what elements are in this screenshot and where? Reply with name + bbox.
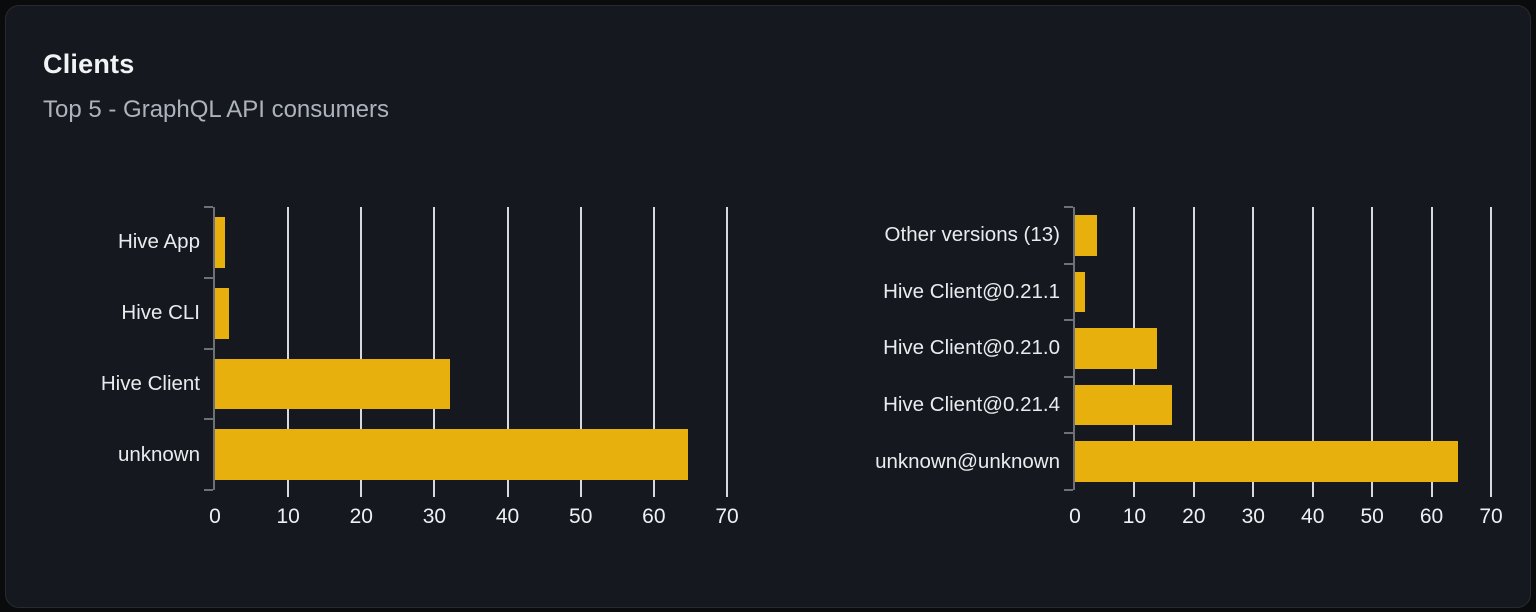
bar-other-versions-13[interactable] <box>1075 215 1097 256</box>
bar-unknown-unknown[interactable] <box>1075 441 1458 482</box>
x-tick-label-40: 40 <box>495 505 520 528</box>
category-label-hive-client: Hive Client <box>100 371 200 395</box>
x-tick-label-40: 40 <box>1301 505 1325 528</box>
axis-tick <box>204 277 213 279</box>
gridline-x-20 <box>360 207 363 497</box>
gridline-x-60 <box>652 207 655 497</box>
gridline-x-40 <box>1311 207 1314 497</box>
gridline-x-30 <box>1252 207 1255 497</box>
category-label-hive-client-0-21-4: Hive Client@0.21.4 <box>883 393 1060 417</box>
x-tick-label-0: 0 <box>1069 505 1081 528</box>
x-tick-label-10: 10 <box>1122 505 1147 528</box>
x-tick-label-70: 70 <box>1479 505 1503 528</box>
category-label-unknown: unknown <box>117 442 200 466</box>
axis-tick <box>204 489 213 491</box>
gridline-x-50 <box>579 207 582 497</box>
axis-tick <box>1064 432 1073 434</box>
category-label-other-versions-13: Other versions (13) <box>884 223 1060 247</box>
gridline-x-60 <box>1430 207 1433 497</box>
x-tick-label-20: 20 <box>1182 505 1206 528</box>
bar-hive-client[interactable] <box>215 358 450 410</box>
gridline-x-10 <box>287 207 290 497</box>
x-tick-label-60: 60 <box>642 505 666 528</box>
axis-tick <box>204 418 213 420</box>
x-tick-label-60: 60 <box>1419 505 1444 528</box>
y-axis <box>1073 207 1075 490</box>
x-tick-label-10: 10 <box>276 505 300 528</box>
category-label-hive-cli: Hive CLI <box>121 301 200 325</box>
bar-hive-cli[interactable] <box>215 287 229 339</box>
clients-by-name-chart: 0 10 20 30 40 50 60 70 Hive App Hive CLI Hive Clie… <box>101 206 739 528</box>
bar-hive-client-0-21-0[interactable] <box>1075 328 1157 369</box>
gridline-x-70 <box>726 207 728 497</box>
panel-subtitle: Top 5 - GraphQL API consumers <box>43 96 389 123</box>
category-label-unknown-unknown: unknown@unknown <box>875 449 1060 473</box>
axis-tick <box>204 348 213 350</box>
axis-tick <box>204 206 213 208</box>
axis-tick <box>1064 489 1073 491</box>
category-label-hive-client-0-21-0: Hive Client@0.21.0 <box>883 336 1060 360</box>
x-tick-label-20: 20 <box>349 505 373 528</box>
gridline-x-50 <box>1371 207 1374 497</box>
clients-by-version-chart: 0 10 20 30 40 50 60 70 Other versions (13) Hive C… <box>875 206 1503 528</box>
bar-hive-app[interactable] <box>215 217 225 268</box>
bar-hive-client-0-21-4[interactable] <box>1075 384 1173 426</box>
gridline-x-40 <box>506 207 509 497</box>
y-axis <box>213 207 215 490</box>
x-tick-label-30: 30 <box>1241 505 1265 528</box>
bar-unknown[interactable] <box>215 429 688 480</box>
x-tick-label-30: 30 <box>422 505 447 528</box>
axis-tick <box>1064 206 1073 208</box>
x-tick-label-0: 0 <box>209 505 221 528</box>
axis-tick <box>1064 263 1073 265</box>
bar-hive-client-0-21-1[interactable] <box>1075 271 1085 313</box>
panel-title: Clients <box>43 49 135 79</box>
axis-tick <box>1064 376 1073 378</box>
x-tick-label-70: 70 <box>715 505 739 528</box>
category-label-hive-client-0-21-1: Hive Client@0.21.1 <box>883 279 1060 303</box>
gridline-x-70 <box>1490 207 1492 497</box>
gridline-x-20 <box>1192 207 1195 497</box>
gridline-x-30 <box>433 207 436 497</box>
axis-tick <box>1064 319 1073 321</box>
clients-card <box>5 5 1531 608</box>
x-tick-label-50: 50 <box>1360 505 1384 528</box>
x-tick-label-50: 50 <box>569 505 593 528</box>
category-label-hive-app: Hive App <box>117 230 200 254</box>
